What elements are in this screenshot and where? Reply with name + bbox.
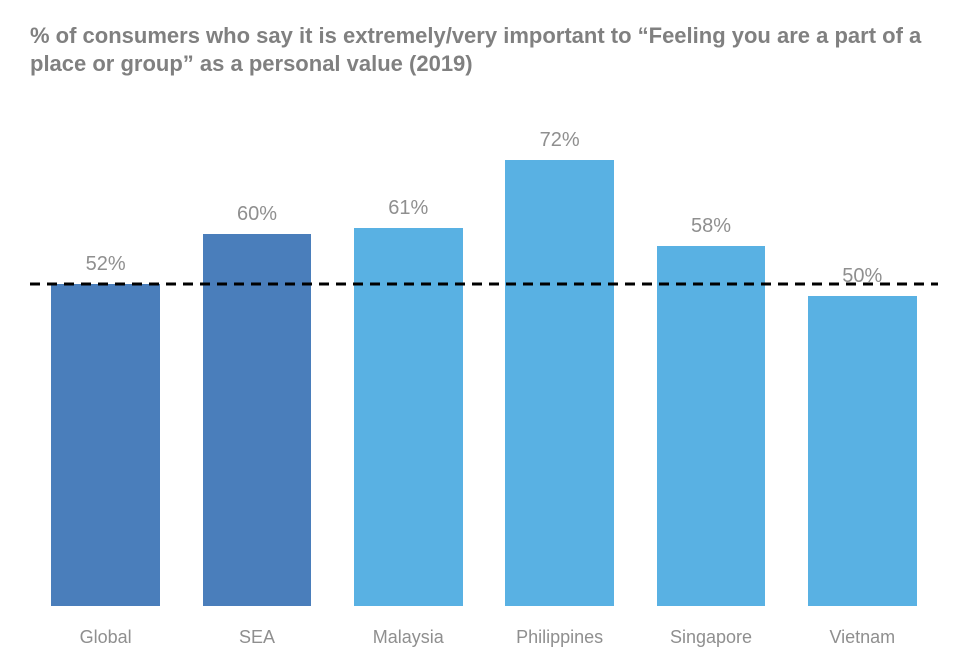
bar: 61%	[354, 228, 463, 606]
x-axis-label: SEA	[181, 627, 332, 648]
x-axis-label: Philippines	[484, 627, 635, 648]
bar-value-label: 60%	[237, 203, 277, 226]
bar-chart: % of consumers who say it is extremely/v…	[0, 0, 968, 666]
x-axis-label: Vietnam	[787, 627, 938, 648]
bar-slot: 50%	[787, 110, 938, 606]
bar: 58%	[657, 246, 766, 606]
bar-slot: 61%	[333, 110, 484, 606]
x-axis-label: Global	[30, 627, 181, 648]
x-axis-label: Singapore	[635, 627, 786, 648]
x-axis-labels: GlobalSEAMalaysiaPhilippinesSingaporeVie…	[30, 627, 938, 648]
bar-value-label: 52%	[86, 253, 126, 276]
bar-slot: 72%	[484, 110, 635, 606]
bar: 50%	[808, 296, 917, 606]
bar-slot: 60%	[181, 110, 332, 606]
bar: 52%	[51, 284, 160, 606]
plot-area: 52% 60% 61% 72% 58% 50%	[30, 110, 938, 606]
bar-value-label: 72%	[540, 129, 580, 152]
bars-container: 52% 60% 61% 72% 58% 50%	[30, 110, 938, 606]
bar-value-label: 58%	[691, 215, 731, 238]
bar: 60%	[203, 234, 312, 606]
bar: 72%	[505, 160, 614, 606]
bar-value-label: 50%	[842, 265, 882, 288]
chart-title: % of consumers who say it is extremely/v…	[30, 22, 938, 77]
bar-slot: 58%	[635, 110, 786, 606]
bar-slot: 52%	[30, 110, 181, 606]
x-axis-label: Malaysia	[333, 627, 484, 648]
bar-value-label: 61%	[388, 197, 428, 220]
